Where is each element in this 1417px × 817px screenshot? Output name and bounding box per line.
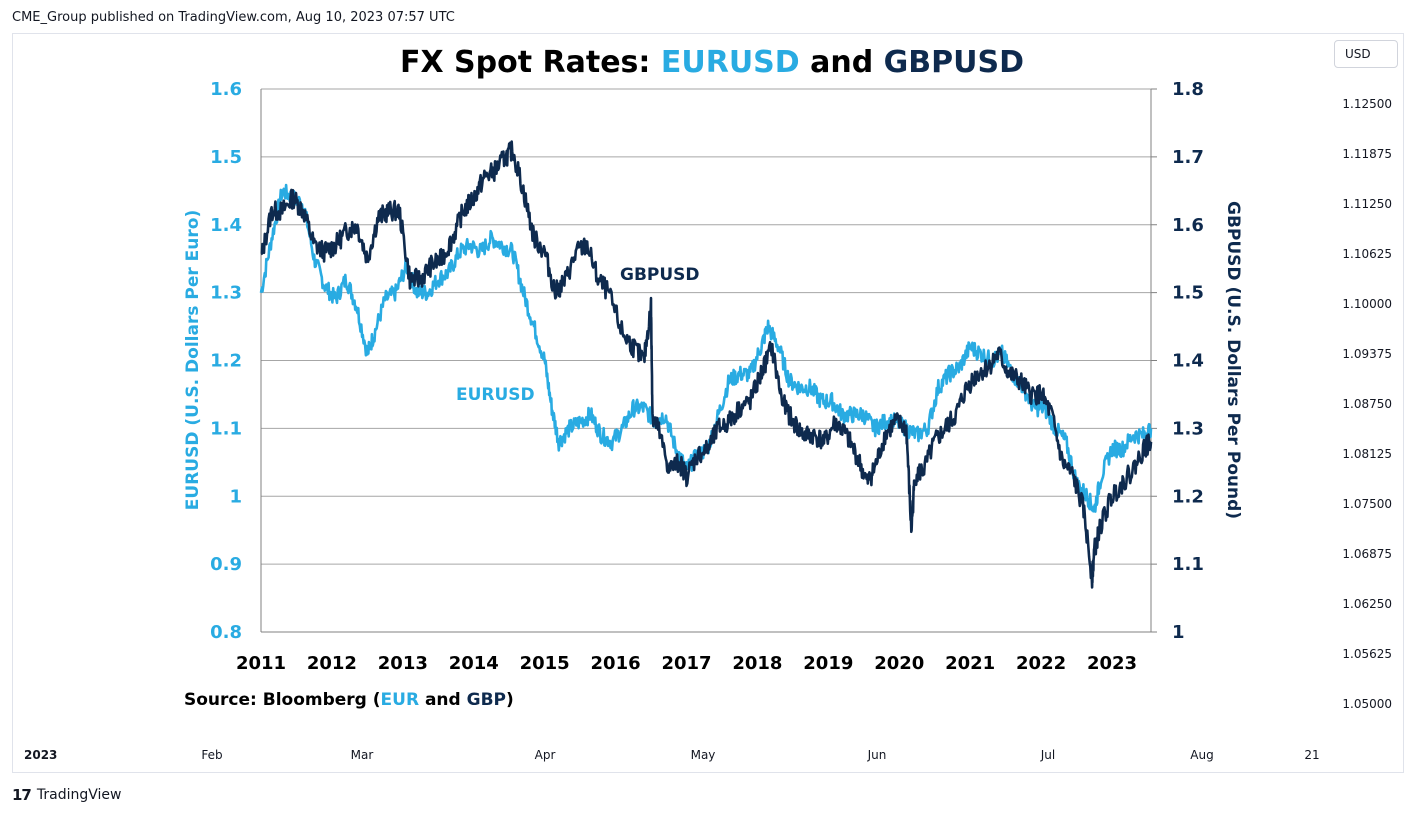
x-tick-label: 2021 <box>945 653 995 674</box>
price-scale-label: 1.12500 <box>1342 97 1392 111</box>
time-axis-label: Aug <box>1190 748 1214 762</box>
source-and: and <box>419 690 467 710</box>
price-scale-label: 1.07500 <box>1342 497 1392 511</box>
x-tick-label: 2022 <box>1016 653 1066 674</box>
right-tick-label: 1 <box>1172 622 1185 643</box>
right-tick-label: 1.5 <box>1172 283 1204 304</box>
price-scale-label: 1.05625 <box>1342 647 1392 661</box>
source-suffix: ) <box>506 690 514 710</box>
source-gbp: GBP <box>467 690 506 710</box>
time-axis-label: Apr <box>534 748 556 762</box>
left-axis-label: EURUSD (U.S. Dollars Per Euro) <box>183 210 203 510</box>
annotation-eurusd: EURUSD <box>456 385 535 405</box>
right-tick-label: 1.4 <box>1172 351 1204 372</box>
source-prefix: Source: Bloomberg ( <box>184 690 381 710</box>
annotation-gbpusd: GBPUSD <box>620 265 700 285</box>
x-tick-label: 2013 <box>378 653 428 674</box>
x-tick-label: 2017 <box>661 653 711 674</box>
left-tick-label: 1 <box>229 486 242 507</box>
left-tick-label: 0.9 <box>210 554 242 575</box>
left-tick-label: 0.8 <box>210 622 242 643</box>
price-scale-label: 1.06875 <box>1342 547 1392 561</box>
price-scale-label: 1.08125 <box>1342 447 1392 461</box>
x-tick-label: 2023 <box>1087 653 1137 674</box>
currency-button[interactable]: USD <box>1334 40 1398 68</box>
left-tick-label: 1.5 <box>210 147 242 168</box>
right-tick-label: 1.2 <box>1172 486 1204 507</box>
x-tick-label: 2012 <box>307 653 357 674</box>
grid-lines <box>260 88 1152 633</box>
series-gbpusd-line <box>260 140 1153 589</box>
right-axis-label: GBPUSD (U.S. Dollars Per Pound) <box>1223 201 1243 519</box>
time-axis-label: Feb <box>201 748 223 762</box>
source-eur: EUR <box>381 690 420 710</box>
price-scale-label: 1.10000 <box>1342 297 1392 311</box>
footer-brand-label: TradingView <box>36 787 122 803</box>
x-tick-label: 2018 <box>732 653 782 674</box>
left-tick-label: 1.1 <box>210 418 242 439</box>
series-eurusd-line <box>259 183 1153 513</box>
time-axis-label: Mar <box>350 748 374 762</box>
right-tick-label: 1.6 <box>1172 215 1204 236</box>
right-tick-label: 1.1 <box>1172 554 1204 575</box>
x-axis-ticks: 2011 2012 2013 2014 2015 2016 2017 2018 2019 2020… <box>236 653 1137 674</box>
publish-header: CME_Group published on TradingView.com, … <box>12 10 455 25</box>
price-scale-label: 1.11875 <box>1342 147 1392 161</box>
right-axis-ticks: 1.8 1.7 1.6 1.5 1.4 1.3 1.2 1.1 1 <box>1151 79 1204 643</box>
right-tick-label: 1.7 <box>1172 147 1204 168</box>
title-conj: and <box>800 45 884 80</box>
price-scale[interactable]: 1.12500 1.11875 1.11250 1.10625 1.10000 1.093… <box>1320 90 1400 720</box>
left-tick-label: 1.3 <box>210 283 242 304</box>
x-tick-label: 2014 <box>449 653 499 674</box>
time-axis[interactable]: 2023 Feb Mar Apr May Jun Jul Aug 21 <box>12 740 1404 772</box>
source-note: Source: Bloomberg (EUR and GBP) <box>184 690 514 710</box>
left-axis-ticks: 1.6 1.5 1.4 1.3 1.2 1.1 1 0.9 0.8 <box>210 79 242 643</box>
left-tick-label: 1.2 <box>210 351 242 372</box>
time-axis-label: Jul <box>1040 748 1056 762</box>
x-tick-label: 2011 <box>236 653 286 674</box>
x-tick-label: 2019 <box>803 653 853 674</box>
time-axis-label: 21 <box>1304 748 1320 762</box>
x-tick-label: 2016 <box>591 653 641 674</box>
time-axis-label: May <box>690 748 716 762</box>
x-tick-label: 2020 <box>874 653 924 674</box>
price-scale-label: 1.08750 <box>1342 397 1392 411</box>
price-scale-label: 1.05000 <box>1342 697 1392 711</box>
x-tick-label: 2015 <box>520 653 570 674</box>
footer-brand[interactable]: 17 TradingView <box>12 786 121 804</box>
price-scale-label: 1.11250 <box>1342 197 1392 211</box>
left-tick-label: 1.6 <box>210 79 242 100</box>
title-eurusd: EURUSD <box>661 45 800 80</box>
right-tick-label: 1.8 <box>1172 79 1204 100</box>
time-axis-label: Jun <box>867 748 887 762</box>
left-tick-label: 1.4 <box>210 215 242 236</box>
tradingview-logo-icon: 17 <box>12 786 32 804</box>
title-prefix: FX Spot Rates: <box>400 45 661 80</box>
chart-frame <box>12 33 1404 773</box>
right-tick-label: 1.3 <box>1172 418 1204 439</box>
title-gbpusd: GBPUSD <box>884 45 1024 80</box>
price-scale-label: 1.10625 <box>1342 247 1392 261</box>
series-lines <box>259 140 1153 589</box>
price-scale-label: 1.06250 <box>1342 597 1392 611</box>
chart-title: FX Spot Rates: EURUSD and GBPUSD <box>400 45 1024 80</box>
price-scale-label: 1.09375 <box>1342 347 1392 361</box>
time-axis-label: 2023 <box>24 748 58 762</box>
